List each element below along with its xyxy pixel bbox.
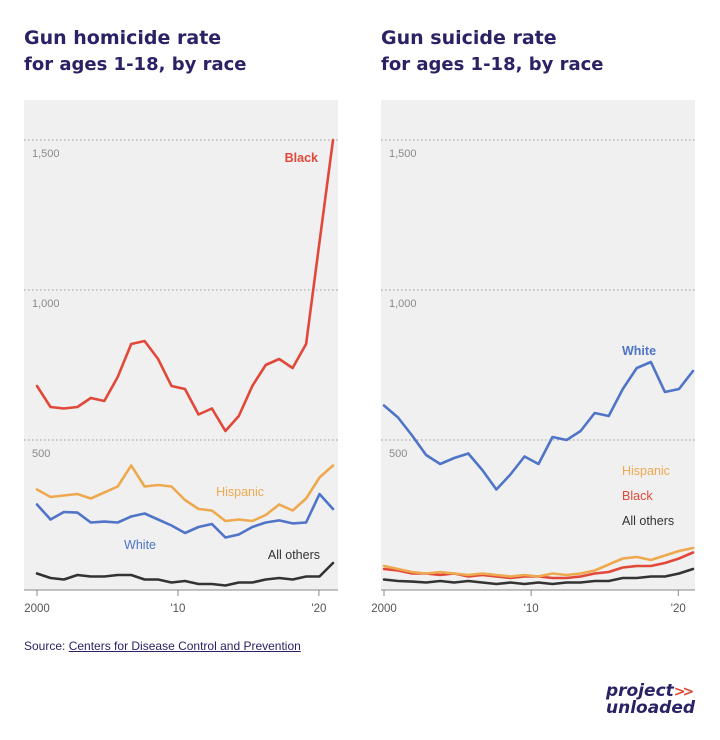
series-line-all-others — [382, 567, 695, 586]
series-label-black: Black — [285, 151, 318, 165]
series-line-white — [382, 360, 695, 491]
project-unloaded-logo: project>> unloaded — [606, 681, 696, 718]
x-tick-label: 2000 — [371, 603, 397, 615]
logo-chevron-icon: >> — [673, 684, 695, 700]
suicide-chart-subtitle: for ages 1-18, by race — [381, 54, 604, 75]
series-label-hispanic: Hispanic — [216, 485, 264, 499]
plot-background — [381, 100, 695, 590]
x-tick-label: 2000 — [24, 603, 50, 615]
suicide-chart-title: Gun suicide rate — [381, 27, 557, 49]
series-label-white: White — [622, 344, 656, 358]
source-link[interactable]: Centers for Disease Control and Preventi… — [68, 639, 301, 653]
y-tick-label: 1,500 — [32, 148, 60, 160]
series-label-hispanic: Hispanic — [622, 464, 670, 478]
series-label-black: Black — [622, 489, 653, 503]
chart-panel-suicide: 500 1,000 1,500 2000 '10 '20 White Hispanic Blac… — [371, 100, 695, 615]
x-tick-label: '10 — [524, 603, 539, 615]
y-tick-label: 1,000 — [389, 298, 417, 310]
series-label-all-others: All others — [268, 548, 320, 562]
source-prefix: Source: — [24, 639, 66, 653]
chart-panel-homicide: 500 1,000 1,500 2000 '10 '20 Black Hispanic Whit… — [24, 100, 338, 615]
x-tick-label: '20 — [311, 603, 326, 615]
source-note: Source: Centers for Disease Control and … — [24, 639, 301, 653]
y-tick-label: 1,000 — [32, 298, 60, 310]
y-tick-label: 500 — [389, 448, 407, 460]
homicide-chart-title: Gun homicide rate — [24, 27, 222, 49]
y-tick-label: 1,500 — [389, 148, 417, 160]
logo-word-project: project — [606, 681, 674, 701]
series-line-hispanic — [382, 546, 695, 578]
series-line-all-others — [35, 561, 335, 587]
x-tick-label: '10 — [170, 603, 185, 615]
y-tick-label: 500 — [32, 448, 50, 460]
series-line-hispanic — [35, 464, 335, 523]
homicide-chart-subtitle: for ages 1-18, by race — [24, 54, 247, 75]
series-line-white — [35, 492, 335, 539]
series-label-all-others: All others — [622, 514, 674, 528]
plot-background — [24, 100, 338, 590]
logo-word-unloaded: unloaded — [606, 698, 696, 718]
x-tick-label: '20 — [671, 603, 686, 615]
series-label-white: White — [124, 538, 156, 552]
series-line-black — [35, 138, 335, 433]
